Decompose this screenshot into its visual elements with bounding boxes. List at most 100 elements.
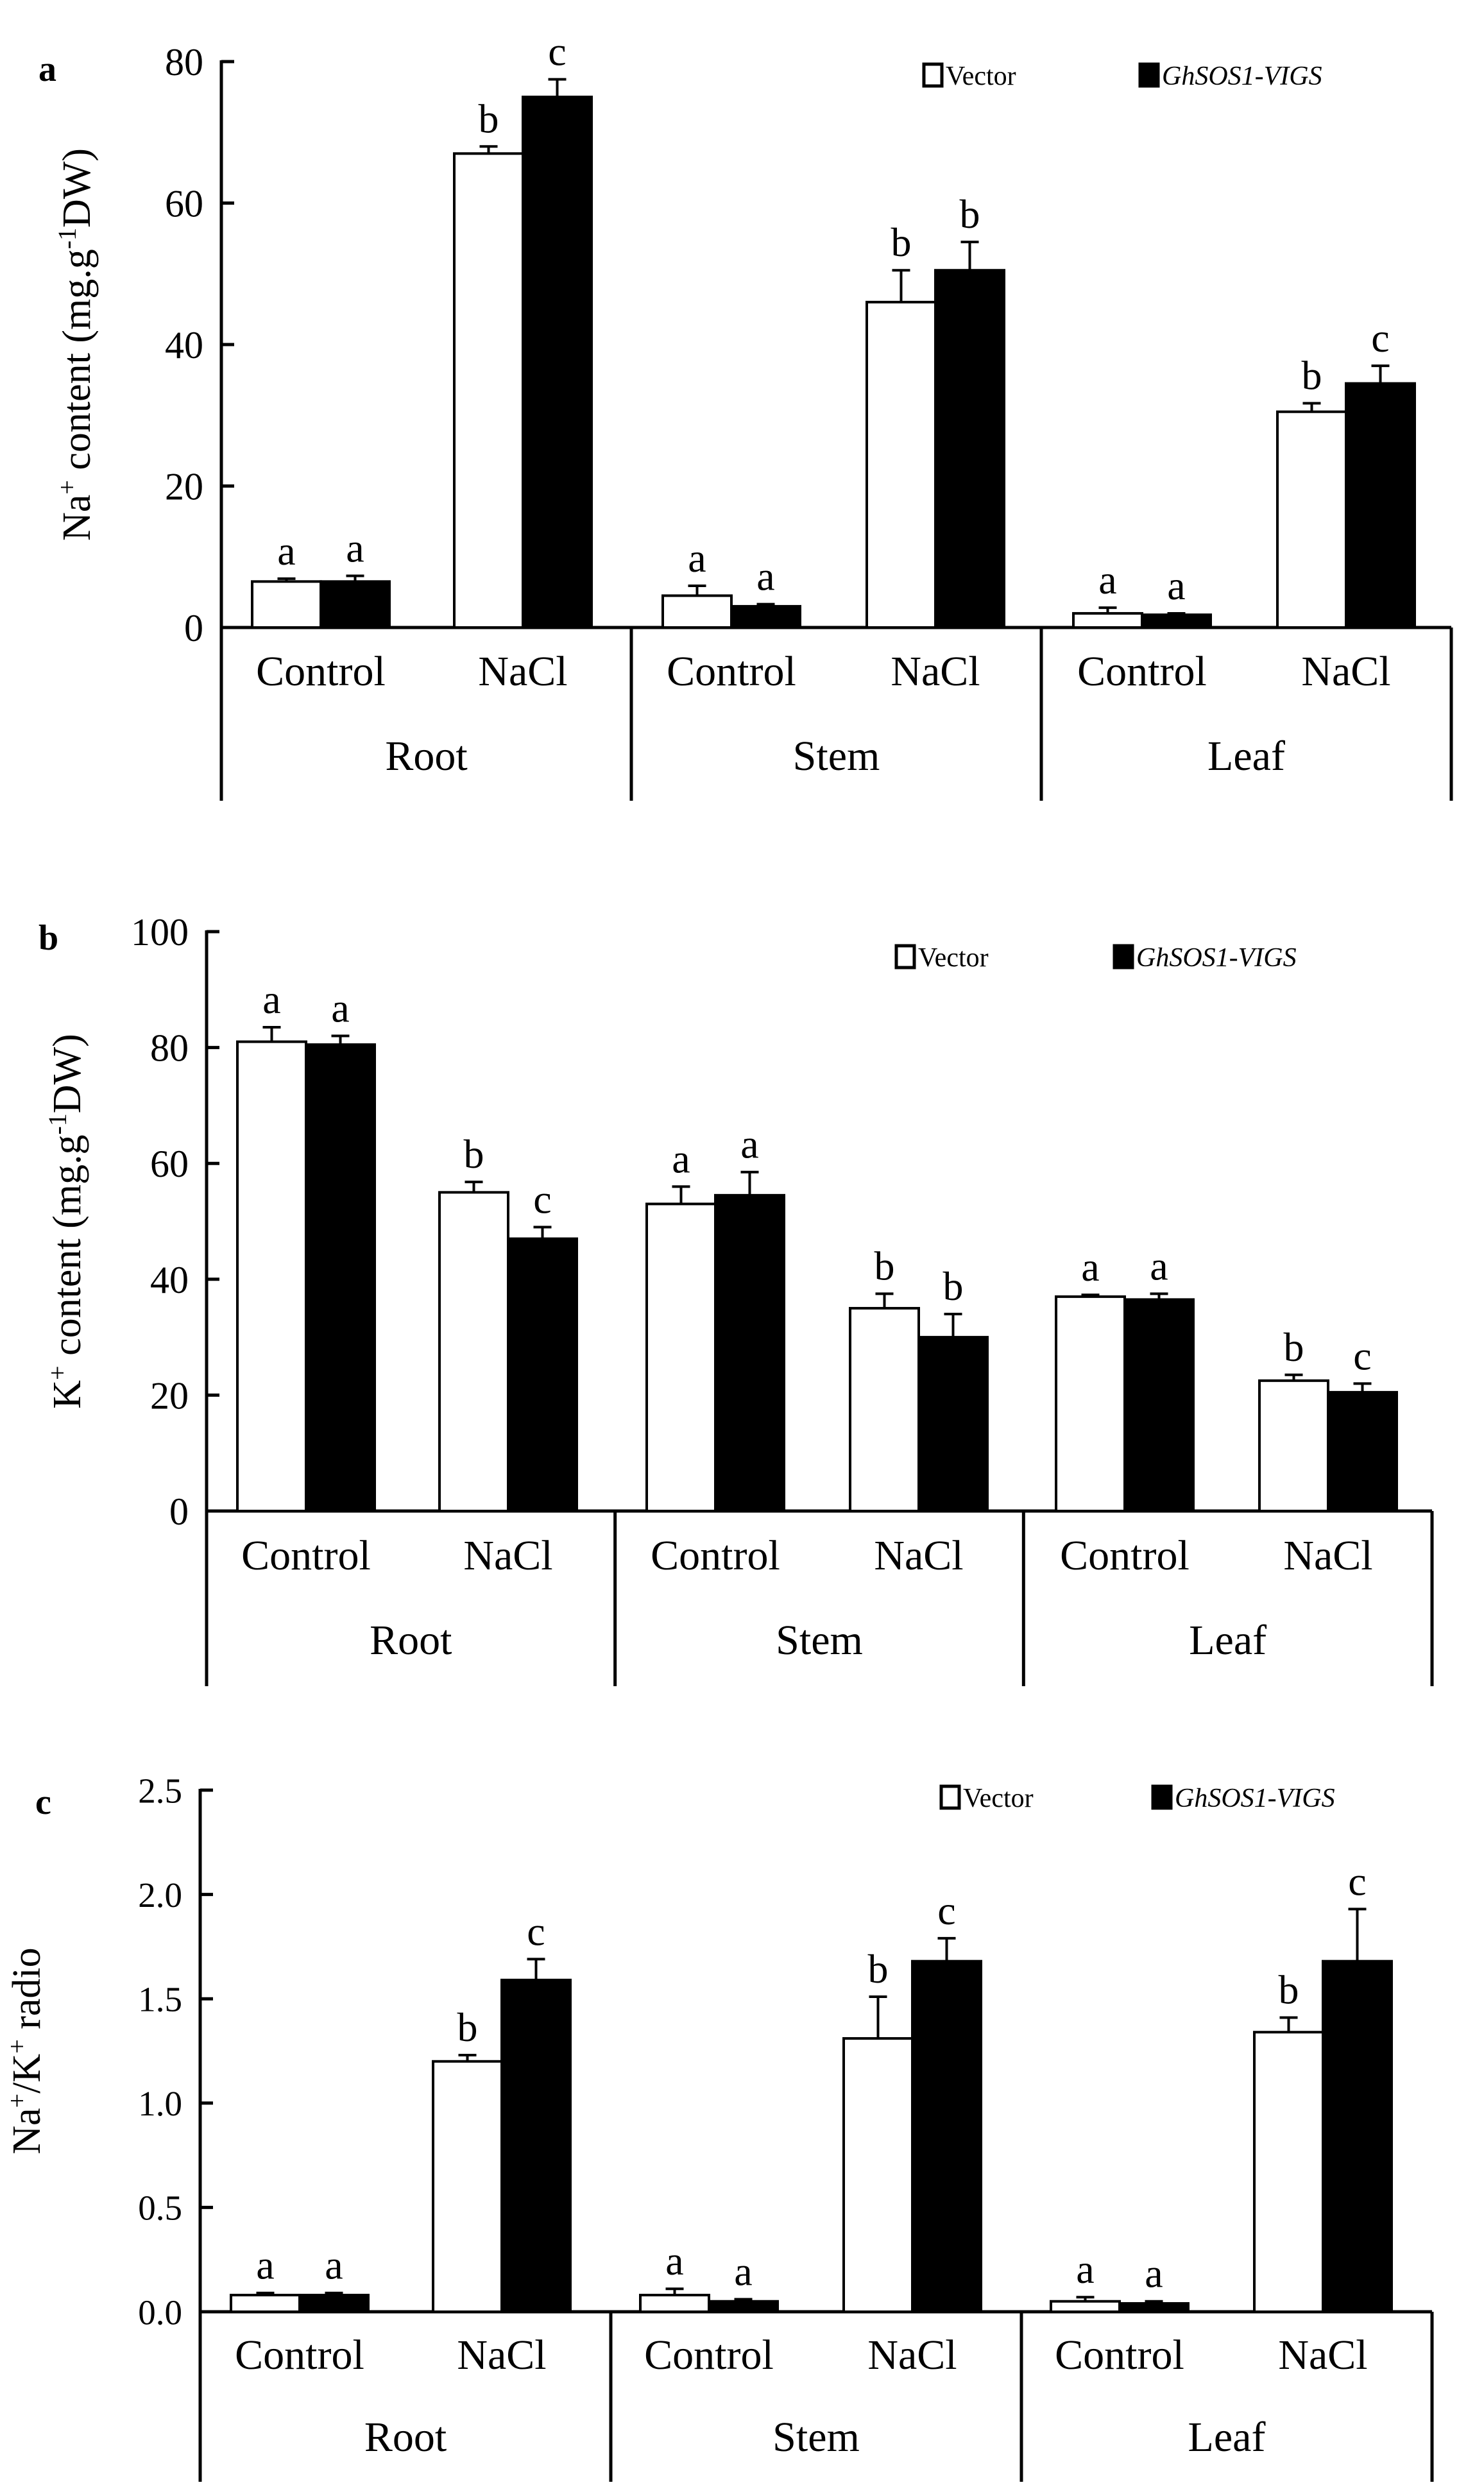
significance-letter: a <box>1081 1244 1099 1290</box>
significance-letter: a <box>1145 2251 1163 2296</box>
y-axis-label: K+ content (mg.g-1DW) <box>43 1034 89 1409</box>
bar-vigs <box>1345 382 1416 629</box>
category-label: NaCl <box>457 2332 546 2378</box>
y-axis-label-sup: -1 <box>43 1113 72 1134</box>
legend-label-vector: Vector <box>946 62 1016 91</box>
significance-letter: c <box>937 1888 955 1933</box>
significance-letter: a <box>740 1122 758 1167</box>
bar-vector <box>1276 410 1347 629</box>
significance-letter: a <box>672 1136 690 1181</box>
significance-letter: a <box>1076 2246 1094 2292</box>
y-axis-label-part: radio <box>5 1947 49 2039</box>
y-axis-label: Na+ content (mg.g-1DW) <box>53 148 99 541</box>
bar-vigs <box>305 1043 376 1512</box>
legend-label-vector: Vector <box>963 1784 1034 1813</box>
category-label: Control <box>241 1532 371 1579</box>
bar-vector <box>453 152 524 629</box>
panel-label: c <box>35 1782 51 1822</box>
bar-vigs <box>917 1336 989 1513</box>
bar-vector <box>432 2060 503 2313</box>
category-label: NaCl <box>463 1532 552 1579</box>
significance-letter: b <box>479 96 499 141</box>
category-label: NaCl <box>874 1532 963 1579</box>
significance-letter: a <box>256 2242 274 2288</box>
category-label: Control <box>667 648 796 695</box>
category-label: NaCl <box>867 2332 957 2378</box>
category-label: Control <box>1077 648 1207 695</box>
bar-vigs <box>522 96 593 629</box>
bar-vector <box>251 580 322 629</box>
bar-vigs <box>730 604 801 629</box>
significance-letter: b <box>457 2004 478 2050</box>
y-tick-label: 60 <box>165 183 203 225</box>
category-label: Control <box>651 1532 780 1579</box>
panel-label: b <box>38 918 58 958</box>
bar-vigs <box>1123 1298 1195 1513</box>
y-axis-label-part: content (mg.g <box>55 249 99 480</box>
bar-vigs <box>298 2293 370 2313</box>
y-tick-label: 20 <box>150 1374 189 1417</box>
group-label: Root <box>385 733 467 780</box>
group-label: Leaf <box>1189 1617 1267 1664</box>
significance-letter: a <box>734 2248 752 2294</box>
y-axis-label-sup: + <box>43 1365 72 1380</box>
bar-vigs <box>507 1237 578 1512</box>
y-tick-label: 80 <box>150 1027 189 1070</box>
group-label: Root <box>370 1617 452 1664</box>
bar-vector <box>1072 611 1143 629</box>
significance-letter: a <box>277 528 295 574</box>
significance-letter: b <box>1302 353 1322 398</box>
bar-vigs <box>1322 1960 1393 2314</box>
bar-vector <box>1055 1295 1126 1512</box>
significance-letter: a <box>756 554 774 599</box>
bar-vigs <box>320 580 391 629</box>
y-tick-label: 2.0 <box>138 1875 182 1915</box>
significance-letter: b <box>874 1243 895 1288</box>
significance-letter: b <box>464 1131 484 1177</box>
bar-vigs <box>1118 2301 1190 2313</box>
category-label: NaCl <box>478 648 567 695</box>
bar-vector <box>866 300 937 629</box>
y-axis-label: Na+/K+ radio <box>3 1947 49 2154</box>
significance-letter: c <box>533 1177 551 1222</box>
y-axis-label-sup: -1 <box>53 228 81 249</box>
group-label: Stem <box>776 1617 863 1664</box>
legend: Vector GhSOS1-VIGS <box>939 1784 1335 1813</box>
category-label: Control <box>644 2332 774 2378</box>
category-label: NaCl <box>1283 1532 1372 1579</box>
y-tick-label: 100 <box>131 911 189 953</box>
y-axis-label-part: K <box>46 1380 89 1409</box>
category-label: NaCl <box>1278 2332 1367 2378</box>
legend-swatch-vector <box>922 62 944 88</box>
y-tick-label: 60 <box>150 1143 189 1185</box>
legend: Vector GhSOS1-VIGS <box>922 62 1322 91</box>
y-tick-label: 40 <box>150 1259 189 1301</box>
y-tick-label: 40 <box>165 324 203 366</box>
legend-swatch-vigs <box>1113 944 1134 969</box>
bar-vector <box>236 1040 307 1512</box>
significance-letter: c <box>1371 315 1389 361</box>
legend-label-vigs: GhSOS1-VIGS <box>1136 943 1297 973</box>
significance-letter: a <box>346 525 364 571</box>
legend-label-vector: Vector <box>918 943 989 973</box>
y-tick-label: 0.0 <box>138 2293 182 2332</box>
legend: Vector GhSOS1-VIGS <box>894 943 1297 973</box>
group-label: Root <box>364 2414 447 2461</box>
bar-vector <box>1258 1379 1329 1512</box>
y-tick-label: 80 <box>165 41 203 83</box>
y-axis-label-part: content (mg.g <box>46 1135 89 1366</box>
bar-vector <box>438 1191 509 1512</box>
bar-vector <box>230 2293 301 2313</box>
bar-vigs <box>714 1193 785 1512</box>
category-label: Control <box>1060 1532 1190 1579</box>
panel-a: a Na+ content (mg.g-1DW) 0 20 40 60 80 Root Stem… <box>38 29 1453 801</box>
legend-swatch-vector <box>894 944 916 969</box>
bar-vector <box>1050 2300 1121 2313</box>
legend-label-vigs: GhSOS1-VIGS <box>1162 62 1322 91</box>
y-tick-label: 1.0 <box>138 2084 182 2123</box>
y-tick-label: 1.5 <box>138 1979 182 2019</box>
category-label: Control <box>1055 2332 1184 2378</box>
category-label: Control <box>235 2332 364 2378</box>
